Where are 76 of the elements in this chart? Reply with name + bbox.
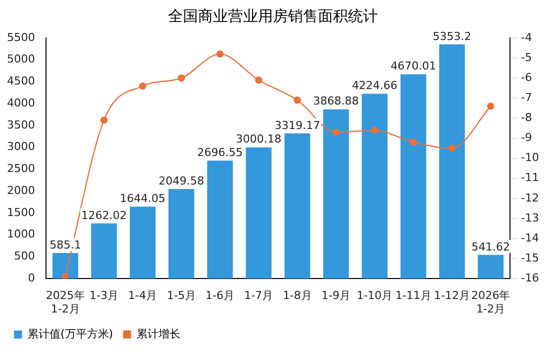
x-tick-label: 1-12月 xyxy=(434,289,470,302)
x-tick-label: 1-11月 xyxy=(395,289,432,302)
point xyxy=(100,116,108,124)
y-tick-label: 3500 xyxy=(6,118,35,132)
y-tick-label: 4500 xyxy=(6,74,35,88)
x-tick-label: 1-3月 xyxy=(90,289,118,302)
legend-label: 累计增长 xyxy=(136,327,181,340)
y2-tick-label: -6 xyxy=(521,70,532,84)
data-label: 2049.58 xyxy=(158,174,204,188)
data-label: 1644.05 xyxy=(120,192,166,206)
y2-tick-label: -7 xyxy=(521,91,532,104)
data-label: 585.1 xyxy=(50,238,82,252)
bar xyxy=(91,223,117,279)
bar xyxy=(207,160,233,279)
y-tick-label: 500 xyxy=(14,250,35,263)
point xyxy=(371,126,378,134)
y2-tick-label: -13 xyxy=(521,211,539,224)
y-tick-label: 1500 xyxy=(6,206,35,219)
bar xyxy=(284,133,310,279)
point xyxy=(216,50,224,58)
bar xyxy=(246,147,272,279)
y-tick-label: 3000 xyxy=(6,140,35,154)
point xyxy=(139,82,146,90)
data-label: 3000.18 xyxy=(236,132,282,146)
y2-tick-label: -5 xyxy=(521,50,532,64)
data-label: 541.62 xyxy=(471,240,510,254)
data-label: 4670.01 xyxy=(390,60,436,73)
y-tick-label: 2500 xyxy=(6,162,35,176)
y2-tick-label: -11 xyxy=(521,171,539,184)
bar xyxy=(52,253,78,279)
point xyxy=(332,128,340,136)
y-tick-label: 5500 xyxy=(6,30,35,44)
point xyxy=(448,144,456,152)
point xyxy=(178,74,185,82)
y2-tick-label: -14 xyxy=(521,231,539,244)
y-tick-label: 1000 xyxy=(6,228,35,241)
point xyxy=(487,102,494,110)
chart-title: 全国商业营业用房销售面积统计 xyxy=(168,6,378,25)
y-tick-label: 0 xyxy=(28,271,35,284)
point xyxy=(255,76,262,84)
data-label: 3319.17 xyxy=(274,118,320,132)
x-tick-label: 1-7月 xyxy=(244,289,274,302)
x-tick-label: 1-10月 xyxy=(356,289,393,302)
legend-label: 累计值(万平方米) xyxy=(28,327,114,340)
data-label: 5353.2 xyxy=(432,30,472,43)
data-label: 4224.66 xyxy=(352,79,398,92)
y2-tick-label: -12 xyxy=(521,191,539,204)
point xyxy=(62,272,69,279)
x-tick-label: 1-4月 xyxy=(128,289,158,302)
data-label: 3868.88 xyxy=(313,94,359,108)
y-tick-label: 4000 xyxy=(6,96,35,110)
y2-tick-label: -15 xyxy=(521,251,539,264)
bar xyxy=(323,109,349,279)
data-label: 2696.55 xyxy=(197,146,243,159)
x-tick-label: 1-5月 xyxy=(166,289,196,302)
x-tick-label: 1-9月 xyxy=(322,289,351,302)
x-tick-label: 1-8月 xyxy=(282,289,312,302)
y2-tick-label: -10 xyxy=(521,151,539,164)
y2-tick-label: -4 xyxy=(521,30,532,44)
y-tick-label: 2000 xyxy=(6,184,35,197)
point xyxy=(410,138,417,146)
x-tick-label: 1-6月 xyxy=(206,289,234,302)
x-tick-label: 2025年 1-2月 xyxy=(46,289,85,316)
y-tick-label: 5000 xyxy=(6,52,35,66)
bar xyxy=(400,74,426,279)
point xyxy=(294,96,301,104)
bar xyxy=(362,94,388,279)
bar xyxy=(478,254,504,279)
y2-tick-label: -9 xyxy=(521,131,532,144)
y2-tick-label: -8 xyxy=(521,111,532,124)
bar xyxy=(168,188,194,279)
bar xyxy=(439,44,465,279)
x-tick-label: 2026年 1-2月 xyxy=(471,289,510,316)
bar xyxy=(130,206,156,279)
data-label: 1262.02 xyxy=(81,208,127,222)
y2-tick-label: -16 xyxy=(521,271,539,284)
